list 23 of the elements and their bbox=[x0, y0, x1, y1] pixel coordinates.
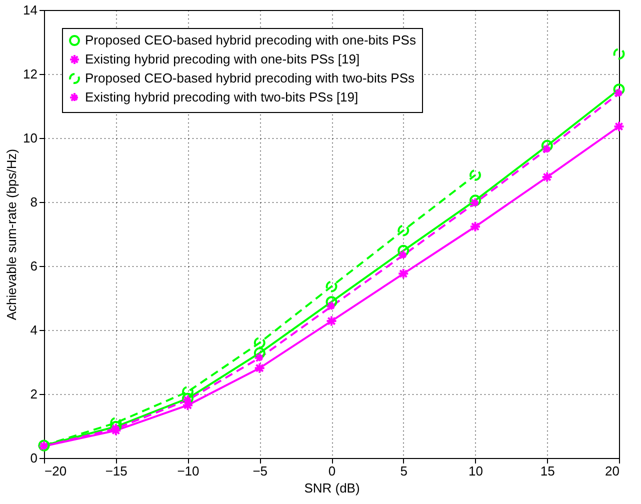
legend-label: Existing hybrid precoding with two-bits PSs [19] bbox=[85, 90, 358, 104]
x-tick-label: −15 bbox=[105, 464, 128, 478]
y-tick-label: 10 bbox=[23, 130, 38, 146]
x-tick-label: 5 bbox=[400, 464, 408, 478]
x-axis-title: SNR (dB) bbox=[304, 480, 360, 496]
y-tick-label: 14 bbox=[23, 2, 38, 18]
y-tick-label: 4 bbox=[30, 322, 38, 338]
x-tick-label: 15 bbox=[540, 464, 555, 478]
x-tick-label: −10 bbox=[177, 464, 200, 478]
y-tick-label: 2 bbox=[30, 386, 38, 402]
legend-label: Proposed CEO-based hybrid precoding with one-bits PSs bbox=[85, 32, 416, 48]
x-tick-label: −20 bbox=[44, 464, 67, 478]
x-tick-label: −5 bbox=[252, 464, 268, 478]
y-tick-label: 8 bbox=[30, 194, 38, 210]
y-tick-label: 6 bbox=[30, 258, 38, 274]
y-axis-title: Achievable sum-rate (bps/Hz) bbox=[4, 148, 20, 320]
y-tick-label: 12 bbox=[23, 66, 38, 82]
x-tick-label: 20 bbox=[605, 464, 620, 478]
legend-label: Proposed CEO-based hybrid precoding with two-bits PSs bbox=[85, 70, 415, 86]
legend-label: Existing hybrid precoding with one-bits PSs [19] bbox=[85, 52, 360, 66]
x-tick-label: 10 bbox=[468, 464, 483, 478]
x-tick-label: 0 bbox=[328, 464, 336, 478]
y-tick-label: 0 bbox=[30, 450, 38, 466]
